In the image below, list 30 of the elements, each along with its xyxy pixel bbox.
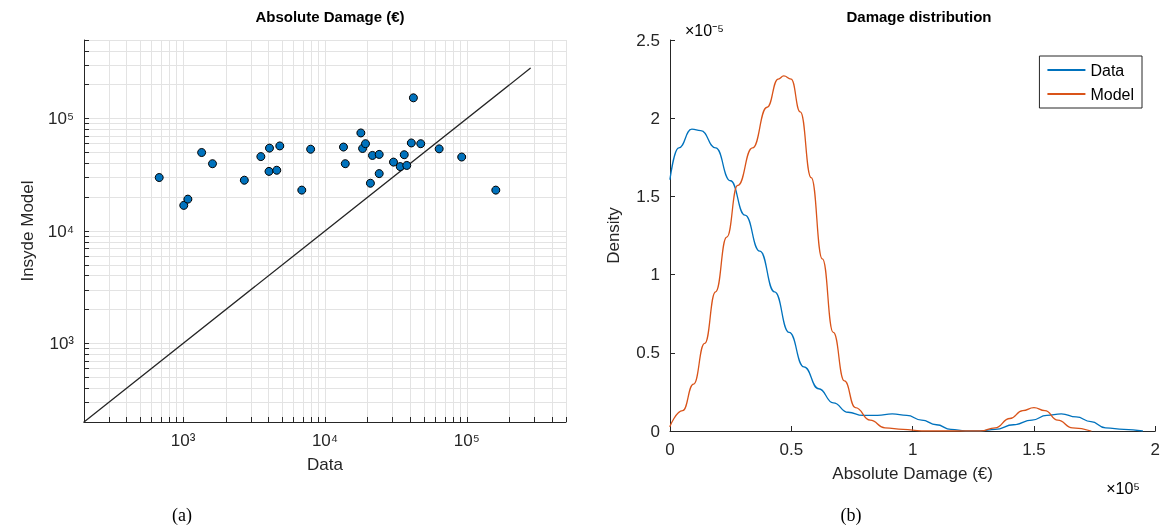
chart-title: Damage distribution: [846, 8, 992, 25]
x-tick-label: 0: [665, 440, 675, 459]
legend-label: Data: [1090, 61, 1125, 79]
text: (b): [840, 505, 862, 526]
x-tick-label: 0.5: [779, 440, 804, 459]
x-axis-title: Data: [307, 455, 344, 474]
text: ×10⁻⁵: [685, 21, 724, 39]
x-axis-title: Absolute Damage (€): [832, 464, 993, 483]
y-axis-title: Density: [604, 206, 623, 264]
x-tick-label: 1.5: [1022, 440, 1046, 459]
y-tick-label: 2: [650, 108, 660, 128]
y-axis-title: Insyde Model: [18, 180, 37, 282]
y-tick-label: 10⁴: [47, 221, 74, 241]
y-tick-label: 1: [650, 265, 660, 285]
y-tick-label: 10⁵: [48, 109, 74, 129]
y-tick-label: 2.5: [636, 30, 660, 50]
x-tick-label: 10⁵: [453, 431, 480, 450]
legend-label: Model: [1090, 85, 1134, 103]
y-tick-label: 10³: [49, 333, 75, 353]
x-tick-label: 2: [1150, 440, 1161, 459]
text: ×10⁵: [1106, 479, 1140, 497]
y-tick-label: 0.5: [636, 343, 660, 363]
x-tick-label: 10⁴: [311, 431, 339, 450]
text: (a): [172, 505, 192, 526]
chart-title: Absolute Damage (€): [255, 8, 405, 25]
x-tick-label: 10³: [170, 431, 196, 450]
y-tick-label: 1.5: [636, 186, 660, 206]
x-tick-label: 1: [907, 440, 918, 459]
line-series: [669, 128, 1144, 432]
line-series: [669, 75, 1092, 432]
